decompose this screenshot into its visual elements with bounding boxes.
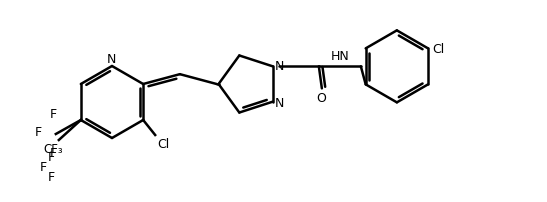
Text: F: F	[47, 170, 54, 183]
Text: F: F	[49, 146, 56, 159]
Text: F: F	[39, 160, 46, 173]
Text: F: F	[34, 126, 42, 139]
Text: N: N	[106, 53, 115, 66]
Text: F: F	[47, 150, 54, 163]
Text: Cl: Cl	[432, 43, 444, 56]
Text: O: O	[316, 92, 326, 105]
Text: F: F	[49, 107, 56, 120]
Text: CF₃: CF₃	[43, 142, 63, 155]
Text: N: N	[275, 60, 284, 73]
Text: Cl: Cl	[157, 137, 170, 150]
Text: HN: HN	[330, 50, 349, 63]
Text: N: N	[275, 97, 284, 110]
